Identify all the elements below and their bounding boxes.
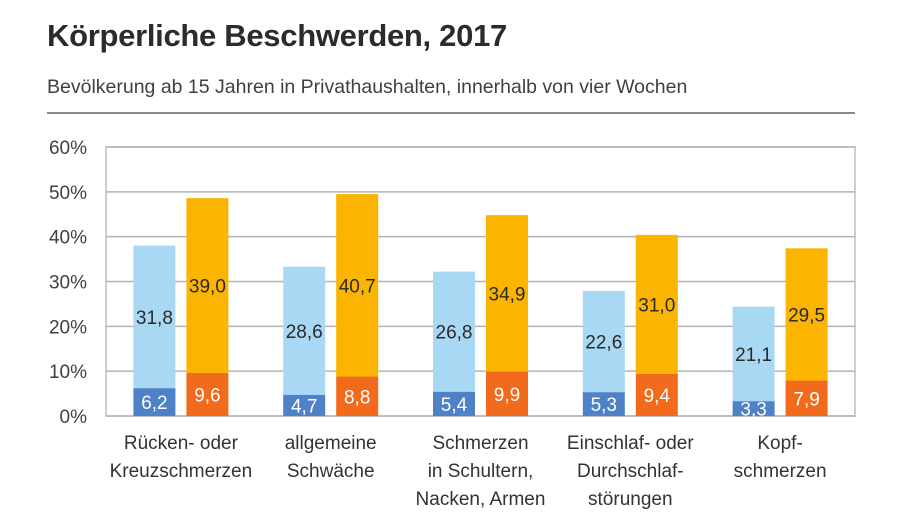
bar-a-base-label: 3,3 [740,400,766,421]
bar-a-top-segment [433,271,475,392]
x-category-label: störungen [588,489,673,510]
bar-a-base-segment [433,391,475,416]
y-tick-label: 50% [49,183,87,204]
bar-b-top-segment [186,198,229,373]
x-category-label: Durchschlaf- [577,461,684,482]
bar-a-base-label: 5,3 [591,395,617,416]
bar-b-top-label: 34,9 [489,284,526,305]
bar-a-base-label: 5,4 [441,395,468,416]
bar-b-base-label: 9,4 [644,386,671,407]
x-category-label: Nacken, Armen [416,489,546,510]
x-category-label: allgemeine [285,433,377,454]
bar-a-top-label: 21,1 [735,345,772,366]
y-tick-label: 10% [49,362,87,383]
bar-b-base-label: 9,6 [194,385,220,406]
bar-b-base-label: 8,8 [344,387,370,408]
x-category-label: Kopf- [757,433,802,454]
bar-b-top-label: 39,0 [189,277,226,298]
bar-a-top-segment [283,266,326,395]
bar-a-base-segment [582,392,625,416]
bar-a-top-segment [133,245,176,389]
y-tick-label: 60% [49,138,87,159]
x-category-label: Rücken- oder [124,433,239,454]
bar-a-top-label: 28,6 [286,322,323,343]
x-category-label: Schmerzen [432,433,528,454]
bar-b-top-label: 31,0 [638,295,675,316]
bar-a-top-segment [732,306,775,402]
bar-b-top-segment [336,194,379,377]
bar-b-top-segment [785,248,828,381]
bar-b-base-segment [785,380,828,416]
chart-subtitle: Bevölkerung ab 15 Jahren in Privathausha… [47,76,688,98]
x-category-label: in Schultern, [428,461,534,482]
bar-b-base-label: 7,9 [793,389,819,410]
bar-b-base-segment [336,376,379,416]
bar-b-top-segment [486,215,528,372]
title-rule [47,112,855,114]
bar-a-base-label: 4,7 [291,396,317,417]
bar-a-base-segment [732,401,775,416]
bar-a-top-segment [582,290,625,393]
bar-a-base-segment [283,394,326,416]
x-category-label: Einschlaf- oder [567,433,694,454]
bar-b-base-label: 9,9 [494,385,520,406]
y-tick-label: 20% [49,317,87,338]
bar-b-top-label: 29,5 [788,305,825,326]
bar-b-base-segment [635,373,678,416]
bar-b-top-label: 40,7 [339,276,376,297]
bar-b-base-segment [186,372,229,416]
bar-b-top-segment [635,234,678,374]
y-tick-label: 40% [49,228,87,249]
x-category-label: schmerzen [734,461,827,482]
bar-a-top-label: 26,8 [436,323,473,344]
x-category-label: Kreuzschmerzen [110,461,253,482]
y-tick-label: 0% [60,407,88,428]
bar-a-top-label: 22,6 [585,333,622,354]
chart-title: Körperliche Beschwerden, 2017 [47,18,507,53]
x-category-label: Schwäche [287,461,375,482]
y-tick-label: 30% [49,273,87,294]
bar-a-base-segment [133,388,176,416]
bar-a-top-label: 31,8 [136,308,173,329]
bar-a-base-label: 6,2 [141,393,167,414]
bar-b-base-segment [486,371,528,416]
